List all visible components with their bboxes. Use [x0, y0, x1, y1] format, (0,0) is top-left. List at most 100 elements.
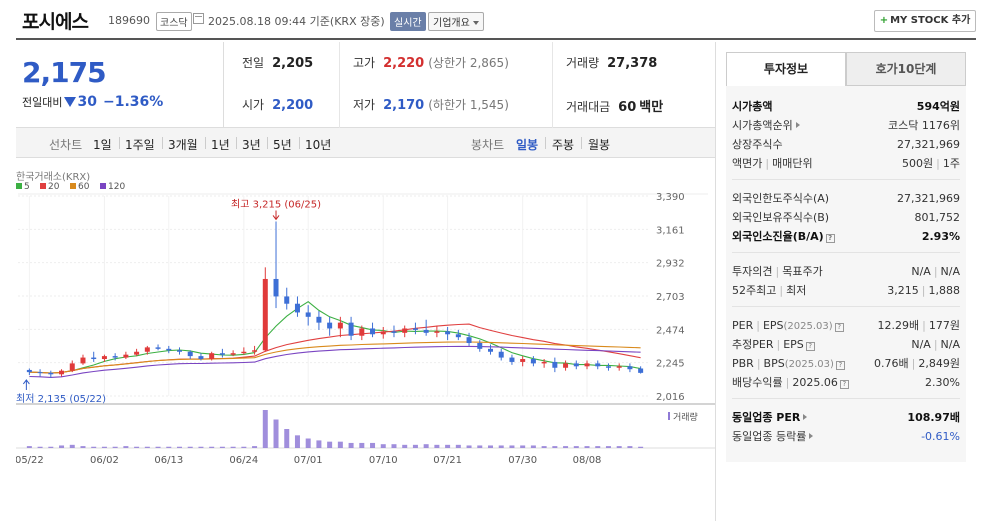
volume-bar: [327, 441, 333, 448]
volume-bar: [209, 446, 215, 448]
tab-orderbook-10[interactable]: 호가10단계: [846, 52, 966, 86]
info-value: 2.30%: [925, 373, 960, 392]
company-overview-dropdown[interactable]: 기업개요: [428, 12, 484, 31]
info-value-text: 1,888: [928, 284, 961, 297]
period-1d[interactable]: 1일: [93, 138, 112, 152]
max-annotation: 최고 3,215 (06/25): [231, 198, 321, 210]
info-value: 0.76배 | 2,849원: [874, 354, 960, 373]
stat-label: 전일: [242, 56, 265, 70]
y-tick-label: 2,703: [656, 292, 685, 303]
legend-label: 5: [24, 182, 30, 192]
divider: [715, 42, 716, 521]
info-key: 배당수익률 | 2025.06?: [732, 373, 849, 392]
period-3y[interactable]: 3년: [242, 138, 261, 152]
volume-bar: [101, 446, 107, 448]
candle-daily[interactable]: 일봉: [516, 138, 539, 152]
period-1y[interactable]: 1년: [211, 138, 230, 152]
stat-value: 2,220: [383, 56, 425, 71]
realtime-badge[interactable]: 실시간: [390, 12, 426, 31]
investment-info-panel: 투자정보 호가10단계 시가총액 594억원 시가총액순위 코스닥 1176위 상장주식…: [726, 52, 966, 462]
info-value-text: 2,849원: [918, 357, 960, 370]
volume-bar: [144, 446, 150, 448]
candle-body: [466, 337, 472, 344]
separator: |: [911, 357, 916, 370]
x-tick-label: 07/01: [294, 455, 323, 466]
candle-body: [327, 322, 333, 329]
volume-bar: [37, 446, 43, 448]
stock-chart[interactable]: 한국거래소(KRX) 5 20 60 120 3,390 3,161 2,932 2,703 2,…: [15, 166, 715, 466]
info-key[interactable]: 시가총액순위: [732, 116, 800, 135]
candle-body: [498, 351, 504, 358]
info-value-text: -0.61%: [921, 430, 960, 443]
info-value: 500원 | 1주: [902, 154, 960, 173]
help-icon[interactable]: ?: [834, 323, 844, 332]
volume-bar: [134, 446, 140, 448]
info-key-text: PER: [732, 319, 754, 332]
volume-legend-swatch: [668, 412, 670, 420]
candle-body: [509, 357, 515, 362]
candle-body: [370, 328, 376, 335]
info-key: 시가총액: [732, 97, 772, 116]
candle-body: [101, 356, 107, 360]
volume-bar: [219, 446, 225, 448]
tab-investment-info[interactable]: 투자정보: [726, 52, 846, 86]
x-tick-label: 06/13: [154, 455, 183, 466]
divider: [299, 137, 300, 149]
info-key-text: 2025.06: [792, 376, 838, 389]
period-10y[interactable]: 10년: [305, 138, 332, 152]
candle-body: [252, 350, 258, 352]
info-value-text: 12.29배: [877, 319, 920, 332]
candle-body: [91, 357, 97, 360]
info-key-text: PBR: [732, 357, 754, 370]
volume-bar: [294, 435, 300, 448]
volume-bar: [552, 446, 558, 448]
stat-amount: 거래대금 60 백만: [566, 96, 663, 115]
info-key-text: 상장주식수: [732, 138, 783, 151]
info-value-text: 108.97배: [907, 411, 960, 424]
info-row: 외국인보유주식수(B) 801,752: [732, 208, 960, 227]
add-mystock-button[interactable]: + MY STOCK 추가: [874, 10, 976, 32]
candle-body: [166, 348, 172, 351]
candle-body: [37, 372, 43, 374]
info-key[interactable]: 동일업종 PER: [732, 408, 808, 427]
volume-bar: [423, 444, 429, 448]
candle-body: [26, 369, 32, 373]
candle-weekly[interactable]: 주봉: [552, 138, 575, 152]
stat-value: 2,170: [383, 98, 425, 113]
period-3m[interactable]: 3개월: [168, 138, 198, 152]
candle-body: [305, 312, 311, 317]
candle-body: [48, 372, 54, 375]
candlestick-chart[interactable]: 한국거래소(KRX)5 20 60 120 3,390 3,161 2,932 2,703 2,…: [15, 166, 715, 466]
info-group: 투자의견 | 목표주가 N/A | N/A 52주최고 | 최저 3,215 | 1,888: [732, 259, 960, 307]
volume-bar: [69, 444, 75, 448]
period-5y[interactable]: 5년: [273, 138, 292, 152]
price-summary: 2,175 전일대비 30 −1.36% 전일 2,205 고가 2,220 (상한가 2…: [16, 42, 715, 128]
separator: |: [775, 265, 780, 278]
info-value-text: 177원: [928, 319, 960, 332]
help-icon[interactable]: ?: [835, 361, 845, 370]
y-tick-label: 2,016: [656, 392, 685, 403]
help-icon[interactable]: ?: [825, 234, 835, 243]
volume-bar: [284, 429, 290, 448]
info-key-text: 시가총액: [732, 100, 773, 113]
info-value: 27,321,969: [897, 189, 960, 208]
stat-unit: 백만: [639, 100, 664, 115]
info-value-text: 코스닥 1176위: [888, 119, 960, 132]
volume-bar: [380, 444, 386, 448]
candle-monthly[interactable]: 월봉: [588, 138, 611, 152]
info-key[interactable]: 동일업종 등락률: [732, 427, 814, 446]
help-icon[interactable]: ?: [805, 342, 815, 351]
volume-bar: [370, 442, 376, 448]
volume-bar: [112, 446, 118, 448]
stat-label: 고가: [353, 56, 376, 70]
x-tick-label: 05/22: [16, 455, 44, 466]
ma-line: [29, 341, 641, 374]
help-icon[interactable]: ?: [839, 380, 849, 389]
volume-label: 거래량: [673, 411, 698, 423]
period-1w[interactable]: 1주일: [125, 138, 155, 152]
separator: |: [756, 357, 761, 370]
info-row: 동일업종 PER 108.97배: [732, 408, 960, 427]
info-value-text: 27,321,969: [897, 192, 960, 205]
x-tick-label: 08/08: [573, 455, 602, 466]
